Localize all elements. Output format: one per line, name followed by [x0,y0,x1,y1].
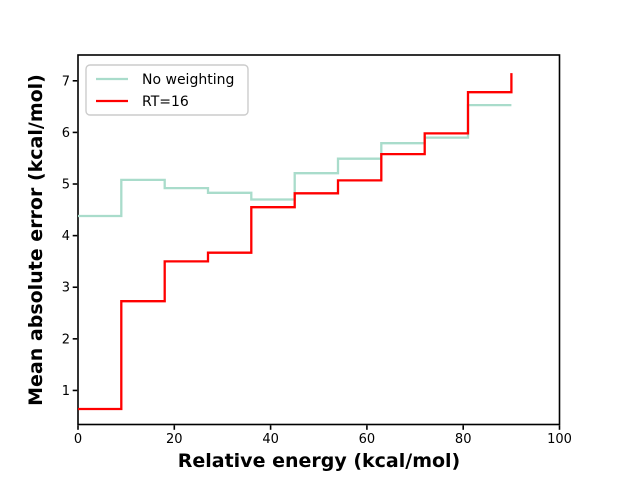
y-tick-label: 4 [62,229,70,244]
legend-item-label: RT=16 [142,94,189,110]
y-tick-label: 2 [62,332,70,347]
x-tick-label: 40 [262,432,279,447]
y-tick-label: 7 [62,74,70,89]
x-tick-label: 0 [74,432,82,447]
x-axis-label: Relative energy (kcal/mol) [178,450,461,472]
x-tick-label: 60 [359,432,376,447]
x-tick-label: 80 [455,432,472,447]
plot-area: 0 20 40 60 80 100 1 2 3 4 5 6 7 No weighting RT=16 [62,54,572,447]
y-tick-label: 5 [62,178,70,193]
x-tick-label: 100 [547,432,572,447]
y-tick-label: 1 [62,384,70,399]
legend-box [85,64,249,116]
axes-spines [77,54,561,426]
x-tick-label: 20 [166,432,183,447]
legend-item-label: No weighting [142,72,234,88]
y-axis-label: Mean absolute error (kcal/mol) [25,74,47,406]
y-tick-label: 3 [62,281,70,296]
series-line-rt-16 [78,73,513,411]
y-tick-label: 6 [62,126,70,141]
